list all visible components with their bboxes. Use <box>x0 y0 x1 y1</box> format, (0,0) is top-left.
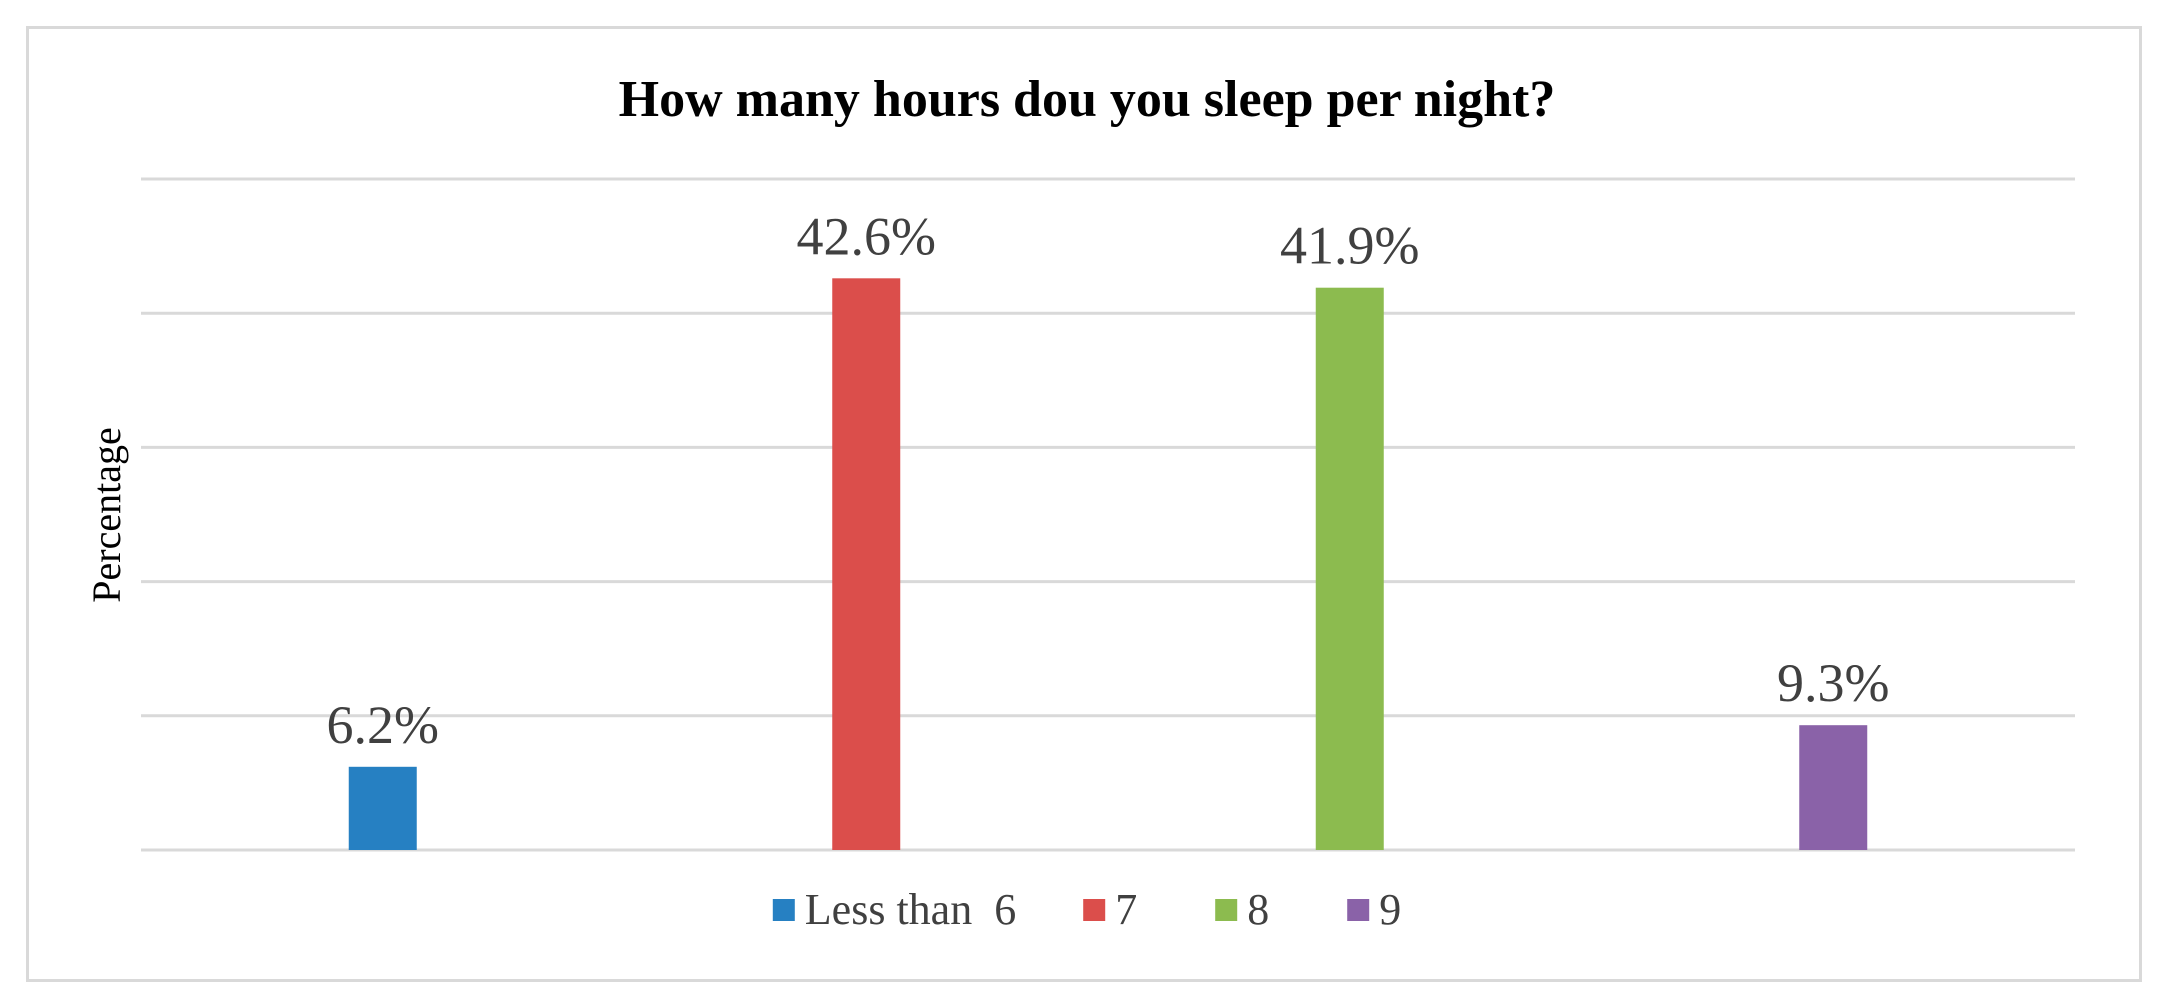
legend-label-3: 8 <box>1247 885 1269 934</box>
legend: Less than 6 7 8 9 <box>772 885 1401 934</box>
data-label-2: 42.6% <box>797 206 936 266</box>
bar-3 <box>1315 287 1384 850</box>
data-label-4: 9.3% <box>1777 653 1889 713</box>
legend-swatch-3 <box>1215 899 1238 921</box>
bar-2 <box>832 278 901 850</box>
legend-label-2: 7 <box>1115 885 1137 934</box>
bar-chart: How many hours dou you sleep per night? … <box>84 71 2075 934</box>
bar-1 <box>348 766 417 850</box>
legend-swatch-4 <box>1347 899 1370 921</box>
gridlines <box>141 177 2075 852</box>
legend-item-4: 9 <box>1347 885 1401 934</box>
legend-label-1: Less than 6 <box>805 885 1016 934</box>
legend-item-3: 8 <box>1215 885 1269 934</box>
legend-swatch-2 <box>1083 899 1106 921</box>
bar-4 <box>1799 725 1868 850</box>
y-axis-label: Percentage <box>84 427 129 602</box>
data-labels: 6.2% 42.6% 41.9% 9.3% <box>327 206 1890 754</box>
legend-swatch-1 <box>772 899 795 921</box>
legend-item-2: 7 <box>1083 885 1137 934</box>
legend-item-1: Less than 6 <box>772 885 1016 934</box>
chart-frame: How many hours dou you sleep per night? … <box>26 26 2142 982</box>
chart-title: How many hours dou you sleep per night? <box>619 71 1556 128</box>
bars <box>348 278 1868 850</box>
legend-label-4: 9 <box>1379 885 1401 934</box>
data-label-3: 41.9% <box>1280 216 1419 276</box>
data-label-1: 6.2% <box>327 695 439 755</box>
